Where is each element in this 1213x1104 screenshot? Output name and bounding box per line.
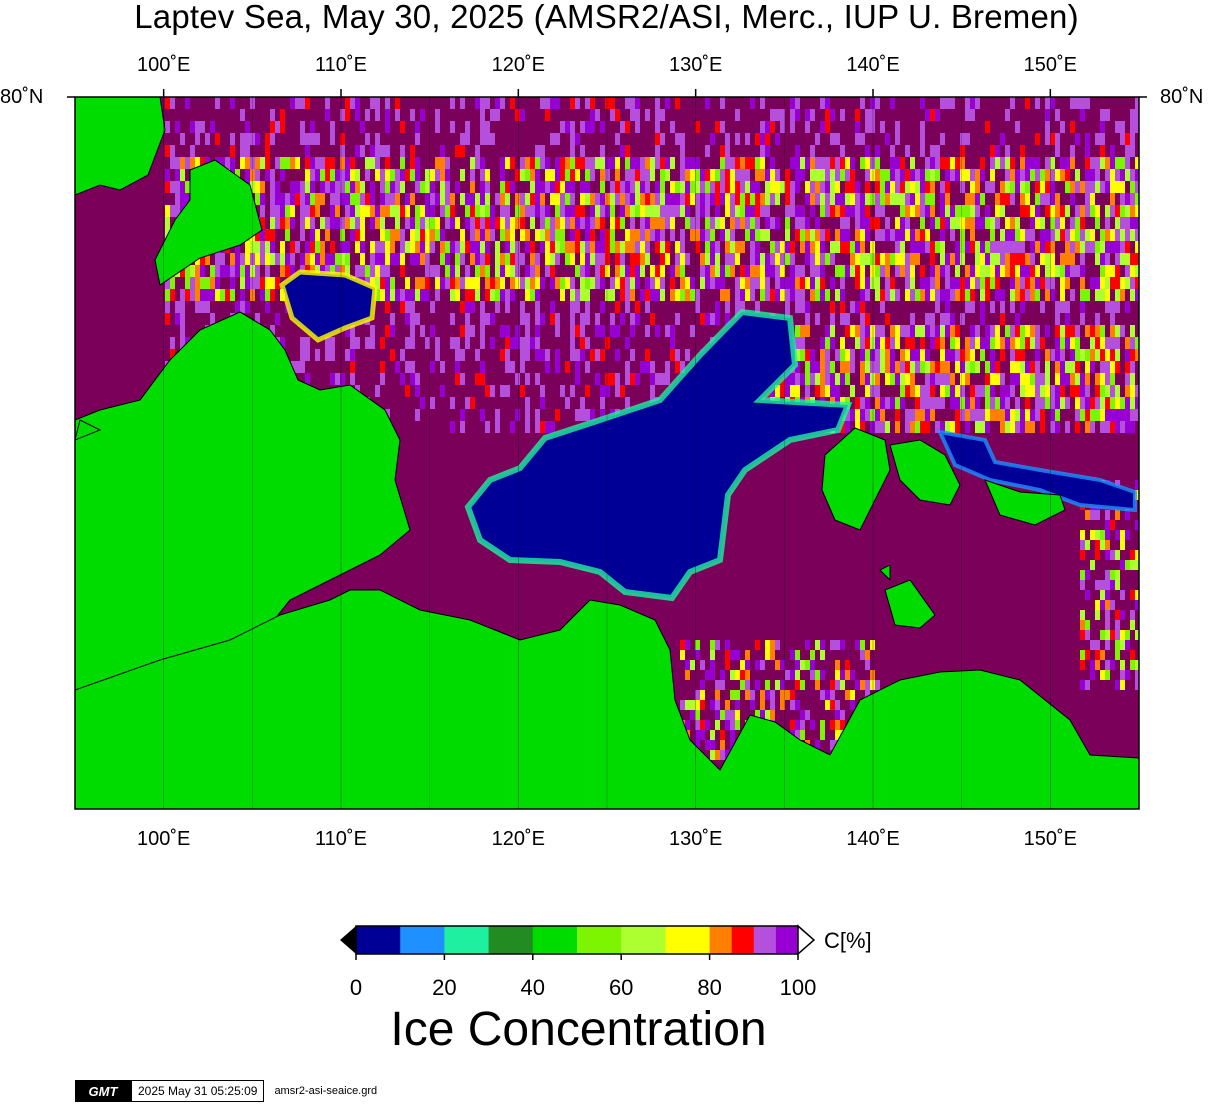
colorbar-label-20: 20 [432, 975, 457, 1000]
grid-filename: amsr2-asi-seaice.grd [274, 1085, 378, 1097]
colorbar-bin-0-10 [356, 926, 401, 954]
lon-label-bottom-110: 110˚E [315, 828, 367, 850]
colorbar-bin-80-85 [709, 926, 733, 954]
lon-label-bottom-130: 130˚E [668, 828, 723, 850]
timestamp-text: 2025 May 31 05:25:09 [131, 1080, 265, 1102]
lon-label-top-110: 110˚E [315, 54, 367, 76]
colorbar-bin-60-70 [621, 926, 666, 954]
colorbar-over-triangle [797, 924, 816, 956]
colorbar-title: Ice Concentration [390, 1003, 767, 1056]
lon-label-top-130: 130˚E [668, 54, 723, 76]
lon-label-top-150: 150˚E [1023, 54, 1078, 76]
lon-label-top-100: 100˚E [136, 54, 191, 76]
lat-label-right: 80˚N [1160, 86, 1204, 108]
colorbar-bin-40-50 [532, 926, 578, 954]
lon-label-top-120: 120˚E [491, 54, 546, 76]
open-water [279, 269, 1137, 602]
colorbar-label-60: 60 [608, 975, 634, 1000]
lon-label-bottom-140: 140˚E [846, 828, 900, 850]
colorbar-unit: C[%] [824, 928, 872, 953]
colorbar-label-0: 0 [349, 975, 363, 1000]
colorbar [340, 924, 816, 960]
lon-label-bottom-150: 150˚E [1023, 828, 1078, 850]
colorbar-label-40: 40 [520, 975, 546, 1000]
map-title: Laptev Sea, May 30, 2025 (AMSR2/ASI, Mer… [134, 0, 1079, 35]
lat-label-left: 80˚N [0, 86, 44, 108]
colorbar-bin-85-90 [731, 926, 755, 954]
gmt-timestamp: GMT 2025 May 31 05:25:09 amsr2-asi-seaic… [75, 1080, 377, 1102]
colorbar-label-80: 80 [697, 975, 722, 1000]
colorbar-bin-50-60 [577, 926, 622, 954]
colorbar-bin-70-80 [665, 926, 711, 954]
lon-label-bottom-120: 120˚E [491, 828, 546, 850]
lon-label-bottom-100: 100˚E [136, 828, 191, 850]
colorbar-bin-10-20 [400, 926, 445, 954]
colorbar-under-triangle [340, 926, 356, 954]
gmt-logo: GMT [75, 1080, 131, 1102]
colorbar-label-100: 100 [779, 975, 817, 1000]
colorbar-bin-30-40 [488, 926, 534, 954]
colorbar-bin-95-100 [775, 926, 799, 954]
colorbar-bin-90-95 [753, 926, 777, 954]
map-frame [74, 96, 1140, 810]
colorbar-bin-20-30 [444, 926, 490, 954]
lon-label-top-140: 140˚E [846, 54, 900, 76]
